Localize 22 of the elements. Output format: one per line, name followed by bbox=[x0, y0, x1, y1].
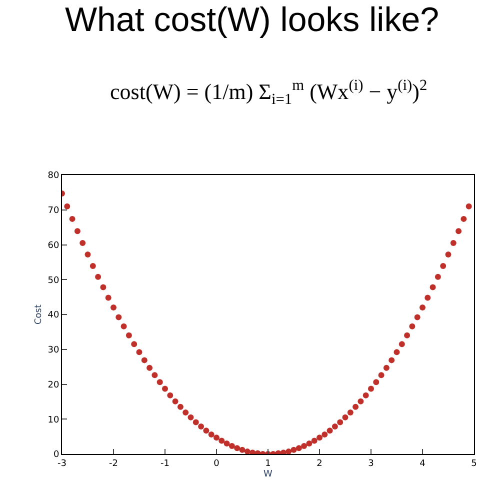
y-tick-label: 30 bbox=[48, 346, 60, 356]
x-tick-label: -3 bbox=[58, 458, 66, 469]
y-tick-label: 70 bbox=[48, 206, 60, 216]
y-tick-label: 80 bbox=[48, 171, 60, 182]
x-axis-title: W bbox=[264, 470, 273, 480]
chart-title: What cost(W) looks like? bbox=[64, 1, 440, 40]
x-tick-label: 3 bbox=[368, 458, 374, 469]
y-tick-label: 20 bbox=[48, 380, 60, 390]
x-tick-label: 2 bbox=[316, 458, 322, 469]
x-tick-label: 0 bbox=[214, 458, 220, 469]
y-tick-label: 0 bbox=[53, 450, 60, 460]
x-tick-label: 5 bbox=[471, 458, 477, 469]
text: cost(W) = (1/m) Σ$_{i=1}$$^{m}$ (Wx$^{(i)}$ − y$^{(i)}$)$^{2}$ bbox=[110, 77, 428, 108]
y-tick-label: 10 bbox=[48, 415, 60, 426]
x-tick-label: 4 bbox=[420, 458, 426, 469]
x-tick-label: -1 bbox=[160, 458, 170, 469]
y-tick-label: 60 bbox=[48, 240, 60, 251]
y-axis-title: Cost bbox=[34, 304, 44, 325]
y-tick-label: 40 bbox=[48, 310, 60, 321]
x-tick-label: 1 bbox=[265, 458, 271, 469]
x-tick-label: -2 bbox=[109, 458, 118, 469]
y-tick-label: 50 bbox=[48, 276, 60, 286]
